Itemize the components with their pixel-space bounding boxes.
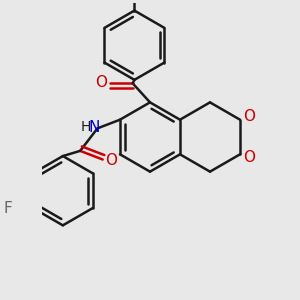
Text: F: F [3,200,12,215]
Text: O: O [243,109,255,124]
Text: N: N [88,120,100,135]
Text: O: O [105,153,117,168]
Text: O: O [243,150,255,165]
Text: O: O [95,75,107,90]
Text: H: H [81,121,92,134]
